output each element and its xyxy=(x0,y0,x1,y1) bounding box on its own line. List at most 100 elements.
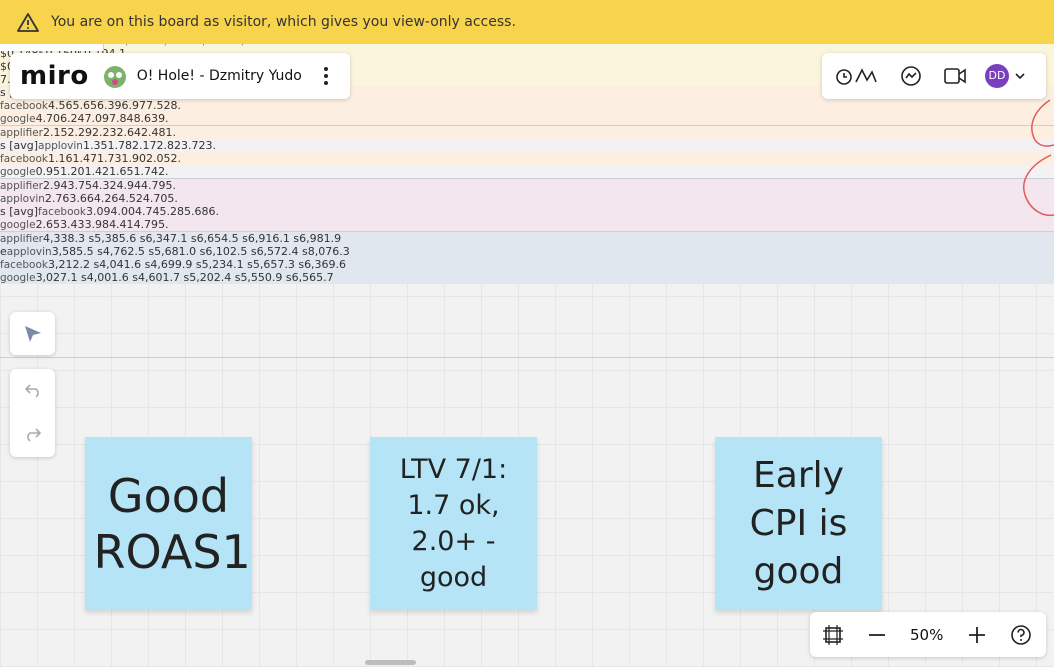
table-cell: 2. xyxy=(158,165,169,178)
logo[interactable]: miro xyxy=(20,61,89,91)
table-cell: 8,076.3 xyxy=(307,245,350,258)
network-label: facebook xyxy=(38,206,87,218)
network-label: google xyxy=(0,113,36,125)
table-cell: 1.42 xyxy=(84,165,110,178)
table-cell: 4.70 xyxy=(35,112,61,125)
table-cell: 2.76 xyxy=(44,192,70,205)
undo-button[interactable] xyxy=(22,381,44,399)
table-cell: 2.23 xyxy=(92,126,117,139)
table-cell: 4.41 xyxy=(109,218,134,231)
table-cell: 4.79 xyxy=(133,218,159,231)
table-row: google 2.653.433.984.414.79 5. xyxy=(0,34,1054,231)
scrollbar[interactable] xyxy=(365,660,416,665)
network-label: google xyxy=(0,272,36,284)
table-cell: 2.29 xyxy=(67,126,93,139)
table-cell: 3.98 xyxy=(84,218,110,231)
table-cell: 5. xyxy=(167,192,178,205)
avatar-dropdown[interactable] xyxy=(1014,71,1026,81)
table-cell: 2.65 xyxy=(35,218,61,231)
table-cell: 5,385.6 s xyxy=(94,232,146,245)
table-cell: 6.97 xyxy=(121,99,146,112)
table-cell: 4,001.6 s xyxy=(86,271,138,284)
table-cell: 1.78 xyxy=(107,139,132,152)
table-cell: 4,601.7 s xyxy=(138,271,190,284)
table-cell: 2.64 xyxy=(116,126,142,139)
table-cell: 6,565.7 xyxy=(291,271,334,284)
network-label: facebook xyxy=(0,153,48,165)
row-label: s [avg] xyxy=(0,205,39,218)
table-cell: 5,681.0 s xyxy=(154,245,206,258)
table-row: google0.951.201.421.651.742. xyxy=(0,34,1054,178)
table-cell: 3.75 xyxy=(67,179,93,192)
reactions-button[interactable] xyxy=(834,64,880,88)
warning-icon xyxy=(17,13,39,32)
table-cell: 4.94 xyxy=(116,179,142,192)
table-cell: 1.74 xyxy=(133,165,159,178)
table-cell: 6,369.6 xyxy=(304,258,347,271)
table-cell: 5.65 xyxy=(72,99,97,112)
table-cell: 2.48 xyxy=(141,126,166,139)
user-avatar[interactable]: DD xyxy=(985,64,1009,88)
table-cell: 6,916.1 s xyxy=(247,232,300,245)
zoom-out-button[interactable] xyxy=(867,627,887,643)
table-row: applovin2.763.664.264.524.705. xyxy=(0,34,1054,205)
network-label: applifier xyxy=(0,233,43,245)
table-row: facebook3,212.2 s4,041.6 s4,699.9 s5,234… xyxy=(0,34,1054,271)
table-row: google3,027.1 s4,001.6 s4,601.7 s5,202.4… xyxy=(0,34,1054,284)
sticky-note[interactable]: LTV 7/1: 1.7 ok, 2.0+ - good xyxy=(370,437,537,610)
table-cell: 4,762.5 s xyxy=(102,245,155,258)
table-cell: 5,550.9 s xyxy=(240,271,292,284)
table-cell: 5,234.1 s xyxy=(201,258,253,271)
top-toolbar: DD xyxy=(822,53,1046,99)
table-cell: 1.65 xyxy=(109,165,134,178)
board-title[interactable]: O! Hole! - Dzmitry Yudo xyxy=(136,68,302,84)
table-cell: 6,654.5 s xyxy=(196,232,248,245)
fit-button[interactable] xyxy=(822,624,844,646)
sticky-note[interactable]: Early CPI is good xyxy=(715,437,882,610)
table-cell: 3.09 xyxy=(86,205,111,218)
menu-button[interactable] xyxy=(316,64,336,88)
table-row: facebook4.565.656.396.977.528. xyxy=(0,34,1054,112)
table-cell: 4.52 xyxy=(118,192,143,205)
table-cell: 4.00 xyxy=(110,205,136,218)
table-cell: 6,981.9 xyxy=(299,232,342,245)
table-cell: 3.43 xyxy=(60,218,85,231)
network-label: facebook xyxy=(0,259,48,271)
table-cell: 6.24 xyxy=(60,112,85,125)
table-cell: 2.15 xyxy=(43,126,68,139)
select-tool[interactable] xyxy=(22,323,44,345)
table-cell: 6. xyxy=(208,205,220,218)
table-cell: 4,699.9 s xyxy=(150,258,202,271)
table-cell: 6,572.4 s xyxy=(256,245,308,258)
table-cell: 1.73 xyxy=(96,152,122,165)
table-cell: 1.47 xyxy=(72,152,97,165)
board-header: miro O! Hole! - Dzmitry Yudo xyxy=(10,53,350,99)
table-cell: 3,585.5 s xyxy=(51,245,103,258)
zoom-panel: 50% xyxy=(810,612,1046,657)
visitor-banner: You are on this board as visitor, which … xyxy=(0,0,1054,44)
sticky-note[interactable]: Good ROAS1 xyxy=(85,437,252,610)
help-button[interactable] xyxy=(1010,624,1032,646)
table-cell: 6,102.5 s xyxy=(205,245,257,258)
comments-button[interactable] xyxy=(900,65,922,87)
table-cell: 4.32 xyxy=(92,179,117,192)
video-button[interactable] xyxy=(943,66,967,86)
table-cell: 3,027.1 s xyxy=(35,271,87,284)
table-cell: 6.39 xyxy=(96,99,122,112)
sticky-text: LTV 7/1: 1.7 ok, 2.0+ - good xyxy=(399,453,508,593)
table-row: eapplovin3,585.5 s4,762.5 s5,681.0 s6,10… xyxy=(0,34,1054,258)
table-cell: 7.52 xyxy=(145,99,171,112)
select-tool-panel xyxy=(10,312,55,355)
table-cell: 5,657.3 s xyxy=(252,258,305,271)
table-cell: 2.82 xyxy=(156,139,181,152)
table-cell: 4.70 xyxy=(142,192,168,205)
table-cell: 1. xyxy=(165,126,177,139)
table-cell: 4.26 xyxy=(93,192,119,205)
network-label: google xyxy=(0,166,36,178)
table-row: s [avg]facebook3.094.004.745.285.686. xyxy=(0,34,1054,218)
redo-button[interactable] xyxy=(22,425,44,443)
zoom-in-button[interactable] xyxy=(967,625,987,645)
table-cell: 1.20 xyxy=(60,165,85,178)
network-label: applifier xyxy=(0,180,43,192)
